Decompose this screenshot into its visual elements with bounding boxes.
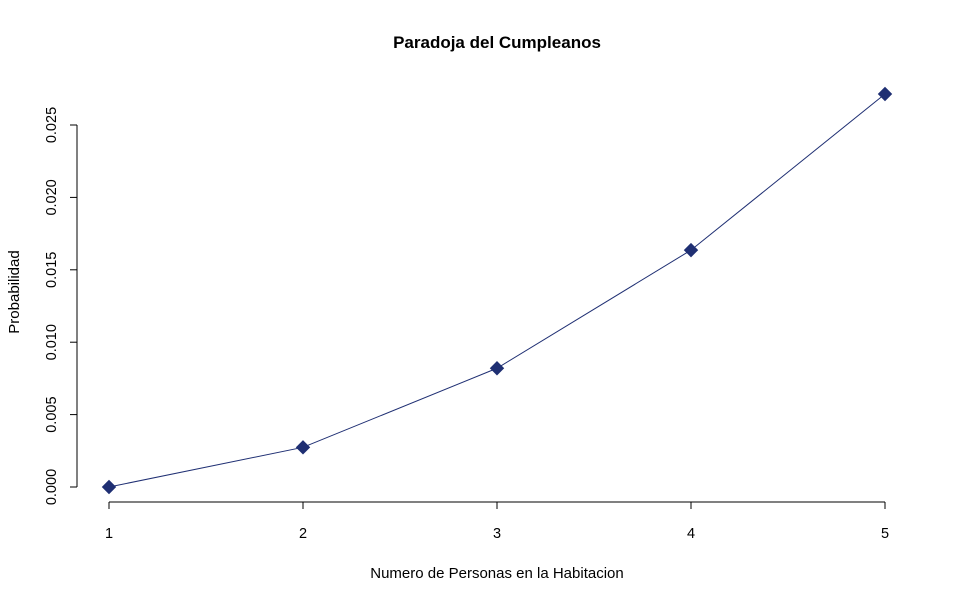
x-tick-label: 4 — [687, 526, 695, 542]
chart-title: Paradoja del Cumpleanos — [393, 33, 601, 52]
data-point — [295, 440, 311, 455]
data-point — [101, 479, 117, 495]
y-tick-label: 0.010 — [44, 324, 60, 360]
y-tick-label: 0.005 — [44, 396, 60, 432]
x-tick-label: 3 — [493, 526, 501, 542]
data-point — [877, 86, 893, 102]
y-tick-label: 0.025 — [44, 107, 60, 143]
x-tick-label: 1 — [105, 526, 113, 542]
y-axis-label: Probabilidad — [6, 250, 23, 333]
y-tick-label: 0.000 — [44, 469, 60, 505]
x-axis-label: Numero de Personas en la Habitacion — [370, 565, 623, 582]
x-ticks: 1 2 3 4 5 — [105, 502, 889, 542]
x-tick-label: 2 — [299, 526, 307, 542]
series-line — [108, 93, 886, 488]
data-point — [489, 361, 505, 376]
y-tick-label: 0.020 — [44, 179, 60, 215]
axes — [76, 125, 885, 503]
y-tick-label: 0.015 — [44, 252, 60, 288]
y-ticks: 0.000 0.005 0.010 0.015 0.020 0.025 — [44, 107, 77, 505]
series-group — [101, 86, 893, 495]
x-tick-label: 5 — [881, 526, 889, 542]
data-point — [683, 242, 699, 258]
